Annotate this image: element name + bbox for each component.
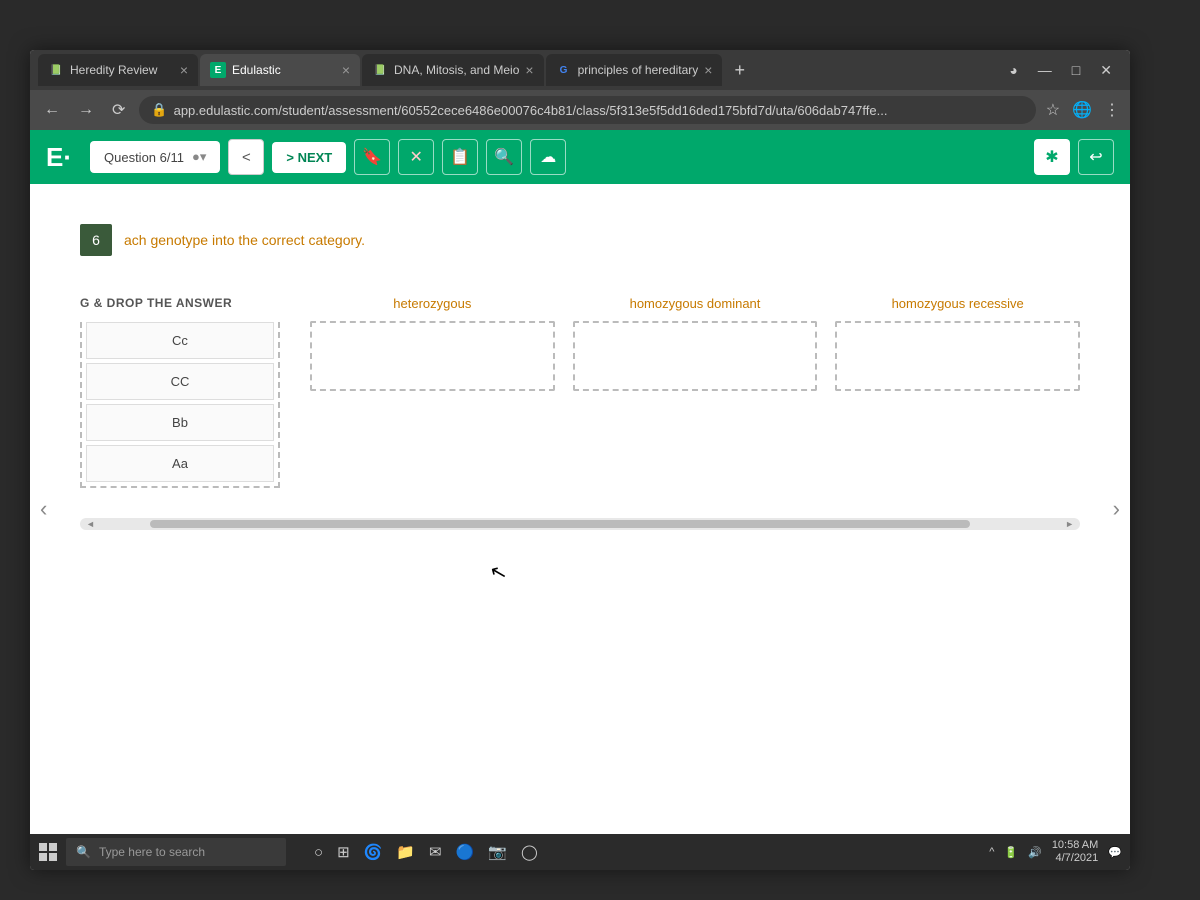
drag-source-column: G & DROP THE ANSWER Cc CC Bb Aa — [80, 296, 280, 488]
minimize-icon[interactable]: — — [1038, 62, 1052, 79]
tab-edulastic[interactable]: E Edulastic × — [200, 54, 360, 86]
window-controls: ◕ — □ ✕ — [1009, 62, 1122, 79]
mail-icon[interactable]: ✉ — [429, 843, 442, 861]
menu-icon[interactable]: ⋮ — [1104, 100, 1120, 120]
close-icon[interactable]: × — [180, 62, 188, 78]
prev-question-button[interactable]: < — [228, 139, 264, 175]
question-label: Question 6/11 — [104, 150, 184, 165]
camera-icon[interactable]: 📷 — [488, 843, 507, 861]
drag-item[interactable]: Aa — [86, 445, 274, 482]
new-tab-button[interactable]: + — [724, 60, 755, 81]
question-content: ‹ › 6 ach genotype into the correct cate… — [30, 184, 1130, 834]
horizontal-scrollbar[interactable]: ◄ ► — [80, 518, 1080, 530]
url-text: app.edulastic.com/student/assessment/605… — [174, 103, 888, 118]
start-button[interactable] — [38, 842, 58, 862]
question-selector[interactable]: Question 6/11 ●▾ — [90, 141, 220, 173]
close-icon[interactable]: × — [342, 62, 350, 78]
tab-principles[interactable]: G principles of hereditary × — [546, 54, 723, 86]
app-header: E· Question 6/11 ●▾ < > NEXT 🔖 ✕ 📋 🔍 ☁ ✱… — [30, 130, 1130, 184]
drop-zone[interactable] — [835, 321, 1080, 391]
tab-label: Edulastic — [232, 63, 336, 77]
tab-heredity-review[interactable]: 📗 Heredity Review × — [38, 54, 198, 86]
battery-icon[interactable]: 🔋 — [1004, 846, 1018, 859]
url-input[interactable]: 🔒 app.edulastic.com/student/assessment/6… — [139, 96, 1035, 124]
source-box: Cc CC Bb Aa — [80, 322, 280, 488]
search-icon[interactable]: 🔍 — [486, 139, 522, 175]
close-icon[interactable]: × — [525, 62, 533, 78]
exit-icon[interactable]: ↩ — [1078, 139, 1114, 175]
tab-label: principles of hereditary — [578, 63, 699, 77]
edge-icon[interactable]: 🌀 — [364, 843, 383, 861]
date-text: 4/7/2021 — [1052, 852, 1098, 865]
chrome-icon[interactable]: 🔵 — [456, 843, 475, 861]
scroll-thumb[interactable] — [150, 520, 970, 528]
question-number: 6 — [80, 224, 112, 256]
notifications-icon[interactable]: 💬 — [1108, 846, 1122, 859]
search-icon: 🔍 — [76, 845, 91, 859]
account-icon[interactable]: ◕ — [1009, 62, 1017, 79]
tab-label: Heredity Review — [70, 63, 174, 77]
target-heterozygous: heterozygous — [310, 296, 555, 391]
next-arrow[interactable]: › — [1113, 496, 1120, 522]
back-button[interactable]: ← — [40, 97, 64, 123]
taskbar-apps: ○ ⊞ 🌀 📁 ✉ 🔵 📷 ◯ — [314, 843, 538, 861]
calendar-icon[interactable]: 📋 — [442, 139, 478, 175]
cortana-icon[interactable]: ○ — [314, 844, 323, 861]
tab-dna-mitosis[interactable]: 📗 DNA, Mitosis, and Meio × — [362, 54, 544, 86]
scroll-left-icon[interactable]: ◄ — [82, 519, 99, 529]
reload-button[interactable]: ⟳ — [108, 96, 129, 124]
source-header: G & DROP THE ANSWER — [80, 296, 280, 310]
cloud-icon[interactable]: ☁ — [530, 139, 566, 175]
tab-label: DNA, Mitosis, and Meio — [394, 63, 519, 77]
browser-urlbar: ← → ⟳ 🔒 app.edulastic.com/student/assess… — [30, 90, 1130, 130]
taskview-icon[interactable]: ⊞ — [337, 843, 350, 861]
scroll-right-icon[interactable]: ► — [1061, 519, 1078, 529]
volume-icon[interactable]: 🔊 — [1028, 846, 1042, 859]
lock-icon: 🔒 — [151, 102, 167, 118]
prev-arrow[interactable]: ‹ — [40, 496, 47, 522]
clock[interactable]: 10:58 AM 4/7/2021 — [1052, 839, 1098, 865]
tab-favicon: E — [210, 62, 226, 78]
browser-titlebar: 📗 Heredity Review × E Edulastic × 📗 DNA,… — [30, 50, 1130, 90]
app-logo: E· — [46, 142, 72, 173]
target-homozygous-dominant: homozygous dominant — [573, 296, 818, 391]
tab-favicon: G — [556, 62, 572, 78]
tab-favicon: 📗 — [48, 62, 64, 78]
time-text: 10:58 AM — [1052, 839, 1098, 852]
system-tray: ^ 🔋 🔊 10:58 AM 4/7/2021 💬 — [989, 839, 1122, 865]
clear-icon[interactable]: ✕ — [398, 139, 434, 175]
chevron-down-icon: ●▾ — [192, 149, 206, 165]
close-icon[interactable]: ✕ — [1100, 62, 1112, 79]
explorer-icon[interactable]: 📁 — [396, 843, 415, 861]
drag-item[interactable]: CC — [86, 363, 274, 400]
drop-zone[interactable] — [573, 321, 818, 391]
target-header: heterozygous — [310, 296, 555, 311]
tab-favicon: 📗 — [372, 62, 388, 78]
taskbar-search[interactable]: 🔍 Type here to search — [66, 838, 286, 866]
cortana-circle-icon[interactable]: ◯ — [521, 843, 538, 861]
target-header: homozygous dominant — [573, 296, 818, 311]
bookmark-icon[interactable]: 🔖 — [354, 139, 390, 175]
forward-button[interactable]: → — [74, 97, 98, 123]
star-icon[interactable]: ☆ — [1046, 100, 1060, 120]
question-text: ach genotype into the correct category. — [124, 232, 365, 248]
target-homozygous-recessive: homozygous recessive — [835, 296, 1080, 391]
next-button[interactable]: > NEXT — [272, 142, 346, 173]
drop-zone[interactable] — [310, 321, 555, 391]
drag-item[interactable]: Cc — [86, 322, 274, 359]
maximize-icon[interactable]: □ — [1072, 62, 1080, 79]
target-header: homozygous recessive — [835, 296, 1080, 311]
accessibility-icon[interactable]: ✱ — [1034, 139, 1070, 175]
windows-taskbar: 🔍 Type here to search ○ ⊞ 🌀 📁 ✉ 🔵 📷 ◯ ^ … — [30, 834, 1130, 870]
drag-item[interactable]: Bb — [86, 404, 274, 441]
tray-chevron-icon[interactable]: ^ — [989, 846, 994, 858]
extension-icon[interactable]: 🌐 — [1072, 100, 1092, 120]
search-placeholder: Type here to search — [99, 845, 205, 859]
close-icon[interactable]: × — [704, 62, 712, 78]
